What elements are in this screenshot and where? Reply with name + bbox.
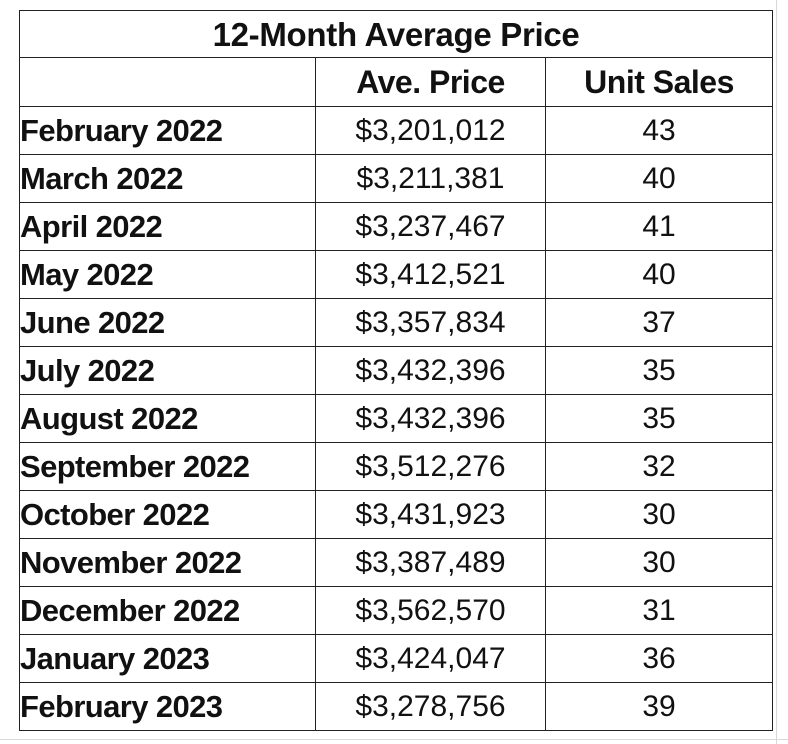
sales-cell[interactable]: 37 (544, 298, 774, 347)
month-cell[interactable]: June 2022 (19, 298, 316, 347)
month-cell[interactable]: March 2022 (19, 154, 316, 203)
month-cell[interactable]: September 2022 (19, 442, 316, 491)
month-cell[interactable]: December 2022 (19, 586, 316, 635)
sales-cell[interactable]: 39 (544, 682, 774, 731)
sales-cell[interactable]: 30 (544, 538, 774, 587)
price-cell[interactable]: $3,237,467 (315, 202, 546, 251)
title-row: 12-Month Average Price (18, 10, 774, 58)
sales-cell[interactable]: 32 (544, 442, 774, 491)
sales-cell[interactable]: 35 (544, 346, 774, 395)
header-month[interactable] (19, 57, 316, 107)
sales-cell[interactable]: 36 (544, 634, 774, 683)
table-row: June 2022 $3,357,834 37 (19, 298, 774, 347)
table-row: December 2022 $3,562,570 31 (19, 586, 774, 635)
table-row: September 2022 $3,512,276 32 (19, 442, 774, 491)
table-row: November 2022 $3,387,489 30 (19, 538, 774, 587)
price-cell[interactable]: $3,357,834 (315, 298, 546, 347)
price-cell[interactable]: $3,432,396 (315, 394, 546, 443)
price-cell[interactable]: $3,211,381 (315, 154, 546, 203)
price-cell[interactable]: $3,512,276 (315, 442, 546, 491)
table-row: May 2022 $3,412,521 40 (19, 250, 774, 299)
table-row: January 2023 $3,424,047 36 (19, 634, 774, 683)
price-cell[interactable]: $3,278,756 (315, 682, 546, 731)
price-cell[interactable]: $3,412,521 (315, 250, 546, 299)
header-unit-sales[interactable]: Unit Sales (544, 57, 774, 107)
table-row: October 2022 $3,431,923 30 (19, 490, 774, 539)
table-row: February 2023 $3,278,756 39 (19, 682, 774, 731)
table-row: August 2022 $3,432,396 35 (19, 394, 774, 443)
sales-cell[interactable]: 40 (544, 250, 774, 299)
sales-cell[interactable]: 31 (544, 586, 774, 635)
month-cell[interactable]: July 2022 (19, 346, 316, 395)
table-row: February 2022 $3,201,012 43 (19, 106, 774, 155)
month-cell[interactable]: April 2022 (19, 202, 316, 251)
price-cell[interactable]: $3,201,012 (315, 106, 546, 155)
month-cell[interactable]: October 2022 (19, 490, 316, 539)
table-row: March 2022 $3,211,381 40 (19, 154, 774, 203)
price-cell[interactable]: $3,424,047 (315, 634, 546, 683)
sales-cell[interactable]: 41 (544, 202, 774, 251)
gridline (0, 739, 788, 740)
header-row: Ave. Price Unit Sales (19, 57, 774, 107)
sales-cell[interactable]: 40 (544, 154, 774, 203)
price-cell[interactable]: $3,432,396 (315, 346, 546, 395)
month-cell[interactable]: February 2023 (19, 682, 316, 731)
month-cell[interactable]: February 2022 (19, 106, 316, 155)
month-cell[interactable]: November 2022 (19, 538, 316, 587)
month-cell[interactable]: May 2022 (19, 250, 316, 299)
table-title[interactable]: 12-Month Average Price (18, 10, 774, 58)
month-cell[interactable]: January 2023 (19, 634, 316, 683)
price-table: 12-Month Average Price Ave. Price Unit S… (18, 10, 774, 731)
sales-cell[interactable]: 43 (544, 106, 774, 155)
price-cell[interactable]: $3,562,570 (315, 586, 546, 635)
header-ave-price[interactable]: Ave. Price (315, 57, 546, 107)
table-row: July 2022 $3,432,396 35 (19, 346, 774, 395)
gridline (776, 0, 777, 744)
sales-cell[interactable]: 35 (544, 394, 774, 443)
sales-cell[interactable]: 30 (544, 490, 774, 539)
price-cell[interactable]: $3,431,923 (315, 490, 546, 539)
month-cell[interactable]: August 2022 (19, 394, 316, 443)
table-row: April 2022 $3,237,467 41 (19, 202, 774, 251)
price-cell[interactable]: $3,387,489 (315, 538, 546, 587)
